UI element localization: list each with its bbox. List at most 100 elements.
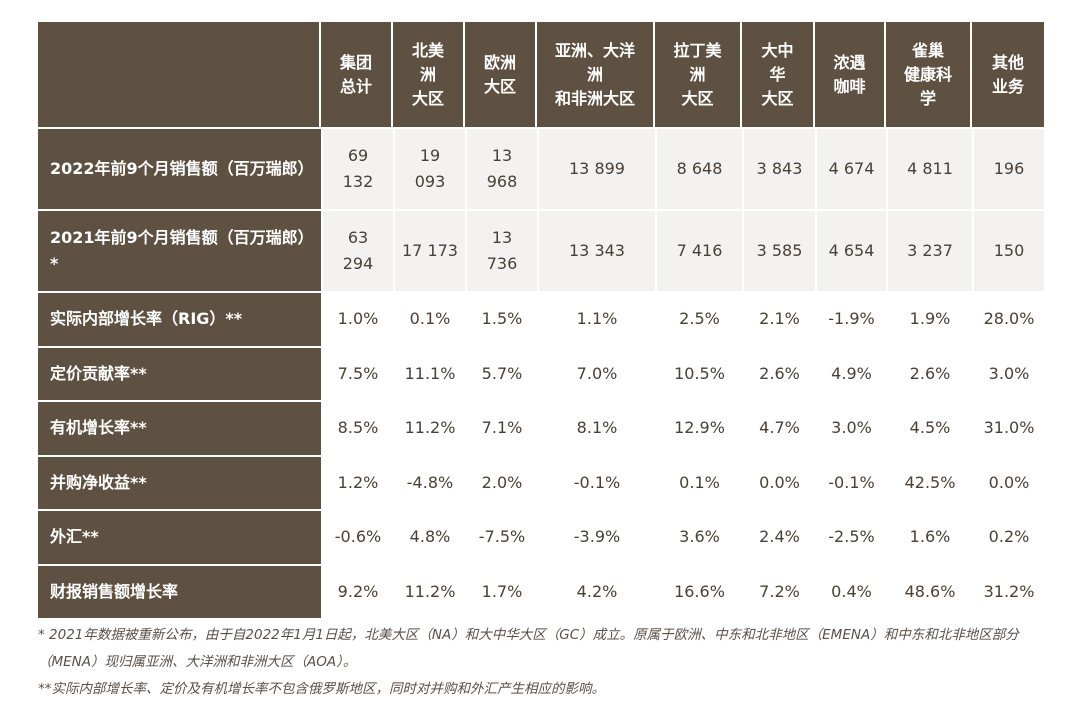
- header-row: 集团 总计 北美 洲 大区 欧洲 大区 亚洲、大洋 洲 和非洲大区 拉丁美 洲 …: [38, 22, 1044, 127]
- table-cell: 19 093: [393, 127, 465, 209]
- table-cell: 1.0%: [321, 291, 393, 346]
- col-header-north-america: 北美 洲 大区: [393, 22, 465, 127]
- table-cell: -2.5%: [815, 509, 886, 564]
- table-cell: 0.1%: [655, 454, 742, 509]
- table-row-rig: 实际内部增长率（RIG）** 1.0% 0.1% 1.5% 1.1% 2.5% …: [38, 291, 1044, 346]
- table-cell: 12.9%: [655, 400, 742, 455]
- row-label: 实际内部增长率（RIG）**: [38, 291, 321, 346]
- table-cell: 10.5%: [655, 345, 742, 400]
- table-cell: 0.0%: [742, 454, 815, 509]
- table-cell: 5.7%: [465, 345, 537, 400]
- table-row-sales-2022: 2022年前9个月销售额（百万瑞郎） 69 132 19 093 13 968 …: [38, 127, 1044, 209]
- table-cell: 3 237: [886, 209, 972, 291]
- table-cell: 11.2%: [393, 400, 465, 455]
- table-cell: 4.7%: [742, 400, 815, 455]
- table-cell: 3 843: [742, 127, 815, 209]
- table-row-pricing: 定价贡献率** 7.5% 11.1% 5.7% 7.0% 10.5% 2.6% …: [38, 345, 1044, 400]
- table-cell: -3.9%: [537, 509, 655, 564]
- table-cell: 1.7%: [465, 563, 537, 618]
- table-cell: 1.6%: [886, 509, 972, 564]
- sales-table: 集团 总计 北美 洲 大区 欧洲 大区 亚洲、大洋 洲 和非洲大区 拉丁美 洲 …: [38, 22, 1044, 618]
- footnote-restated-2021: * 2021年数据被重新公布，由于自2022年1月1日起，北美大区（NA）和大中…: [38, 627, 1019, 670]
- table-cell: 196: [972, 127, 1044, 209]
- table-cell: 16.6%: [655, 563, 742, 618]
- table-cell: -7.5%: [465, 509, 537, 564]
- table-cell: 31.0%: [972, 400, 1044, 455]
- table-cell: 7 416: [655, 209, 742, 291]
- table-cell: 31.2%: [972, 563, 1044, 618]
- table-cell: 7.2%: [742, 563, 815, 618]
- table-cell: 8.5%: [321, 400, 393, 455]
- table-cell: 28.0%: [972, 291, 1044, 346]
- table-row-reported-growth: 财报销售额增长率 9.2% 11.2% 1.7% 4.2% 16.6% 7.2%…: [38, 563, 1044, 618]
- col-header-aoa: 亚洲、大洋 洲 和非洲大区: [537, 22, 655, 127]
- table-row-organic-growth: 有机增长率** 8.5% 11.2% 7.1% 8.1% 12.9% 4.7% …: [38, 400, 1044, 455]
- table-cell: 17 173: [393, 209, 465, 291]
- table-cell: -4.8%: [393, 454, 465, 509]
- table-cell: 7.0%: [537, 345, 655, 400]
- table-cell: 13 968: [465, 127, 537, 209]
- col-header-europe: 欧洲 大区: [465, 22, 537, 127]
- sales-table-container: 集团 总计 北美 洲 大区 欧洲 大区 亚洲、大洋 洲 和非洲大区 拉丁美 洲 …: [38, 22, 1044, 618]
- table-row-fx: 外汇** -0.6% 4.8% -7.5% -3.9% 3.6% 2.4% -2…: [38, 509, 1044, 564]
- table-cell: 2.5%: [655, 291, 742, 346]
- row-label: 外汇**: [38, 509, 321, 564]
- row-label: 2021年前9个月销售额（百万瑞郎）*: [38, 209, 321, 291]
- table-cell: 1.1%: [537, 291, 655, 346]
- table-cell: 2.1%: [742, 291, 815, 346]
- table-cell: -0.1%: [537, 454, 655, 509]
- col-header-latin-america: 拉丁美 洲 大区: [655, 22, 742, 127]
- table-cell: 3.6%: [655, 509, 742, 564]
- table-cell: 13 343: [537, 209, 655, 291]
- table-cell: 11.2%: [393, 563, 465, 618]
- table-cell: 2.0%: [465, 454, 537, 509]
- row-label: 有机增长率**: [38, 400, 321, 455]
- table-cell: 2.4%: [742, 509, 815, 564]
- table-cell: 48.6%: [886, 563, 972, 618]
- table-cell: 1.9%: [886, 291, 972, 346]
- table-cell: -0.1%: [815, 454, 886, 509]
- table-cell: -1.9%: [815, 291, 886, 346]
- table-cell: 0.4%: [815, 563, 886, 618]
- table-cell: 42.5%: [886, 454, 972, 509]
- table-cell: 2.6%: [742, 345, 815, 400]
- table-row-sales-2021: 2021年前9个月销售额（百万瑞郎）* 63 294 17 173 13 736…: [38, 209, 1044, 291]
- table-cell: 2.6%: [886, 345, 972, 400]
- table-cell: 13 899: [537, 127, 655, 209]
- table-cell: 150: [972, 209, 1044, 291]
- table-cell: 4 654: [815, 209, 886, 291]
- table-cell: 3.0%: [815, 400, 886, 455]
- table-cell: 63 294: [321, 209, 393, 291]
- table-cell: 4 811: [886, 127, 972, 209]
- table-cell: 4 674: [815, 127, 886, 209]
- table-cell: 1.2%: [321, 454, 393, 509]
- table-cell: -0.6%: [321, 509, 393, 564]
- header-corner: [38, 22, 321, 127]
- col-header-other-business: 其他 业务: [972, 22, 1044, 127]
- col-header-group-total: 集团 总计: [321, 22, 393, 127]
- table-cell: 11.1%: [393, 345, 465, 400]
- table-cell: 4.5%: [886, 400, 972, 455]
- table-cell: 3.0%: [972, 345, 1044, 400]
- table-cell: 4.2%: [537, 563, 655, 618]
- table-cell: 0.0%: [972, 454, 1044, 509]
- table-cell: 13 736: [465, 209, 537, 291]
- table-cell: 8 648: [655, 127, 742, 209]
- table-cell: 9.2%: [321, 563, 393, 618]
- footnote-russia-exclusion: **实际内部增长率、定价及有机增长率不包含俄罗斯地区，同时对并购和外汇产生相应的…: [38, 681, 605, 697]
- col-header-nespresso: 浓遇 咖啡: [815, 22, 886, 127]
- row-label: 2022年前9个月销售额（百万瑞郎）: [38, 127, 321, 209]
- table-cell: 69 132: [321, 127, 393, 209]
- row-label: 财报销售额增长率: [38, 563, 321, 618]
- row-label: 并购净收益**: [38, 454, 321, 509]
- row-label: 定价贡献率**: [38, 345, 321, 400]
- table-cell: 0.1%: [393, 291, 465, 346]
- table-cell: 8.1%: [537, 400, 655, 455]
- footnotes: * 2021年数据被重新公布，由于自2022年1月1日起，北美大区（NA）和大中…: [38, 622, 1048, 703]
- table-cell: 4.8%: [393, 509, 465, 564]
- col-header-greater-china: 大中 华 大区: [742, 22, 815, 127]
- table-row-acquisitions: 并购净收益** 1.2% -4.8% 2.0% -0.1% 0.1% 0.0% …: [38, 454, 1044, 509]
- table-cell: 7.1%: [465, 400, 537, 455]
- col-header-health-science: 雀巢 健康科 学: [886, 22, 972, 127]
- table-cell: 0.2%: [972, 509, 1044, 564]
